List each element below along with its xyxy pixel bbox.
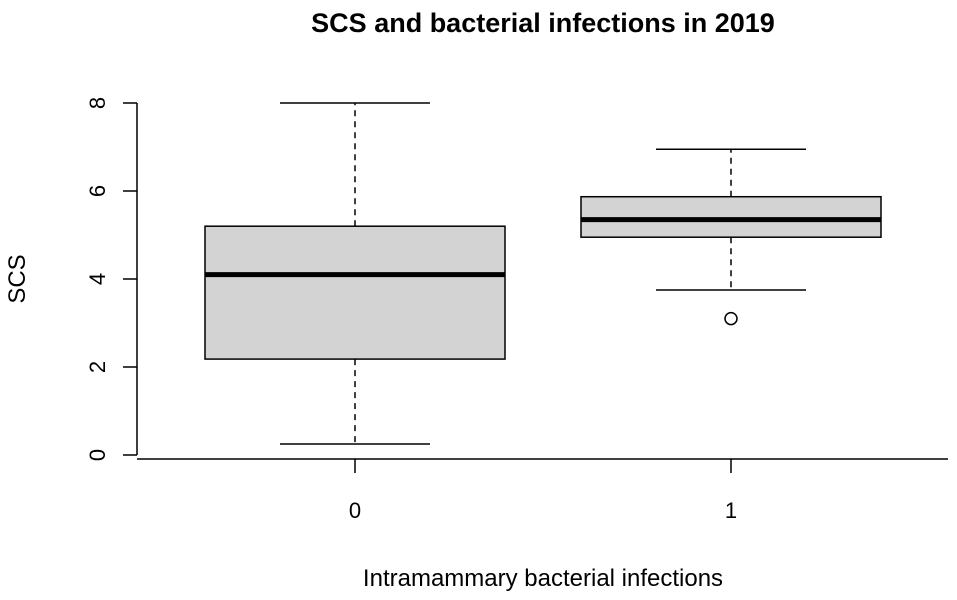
- y-tick-label: 6: [85, 185, 110, 197]
- y-axis: 0 2 4 6 8: [85, 97, 138, 461]
- box-iqr: [580, 195, 882, 238]
- x-axis-label: Intramammary bacterial infections: [363, 565, 723, 592]
- y-axis-label: SCS: [4, 254, 31, 303]
- box-group-0: [204, 102, 506, 445]
- chart-title: SCS and bacterial infections in 2019: [311, 8, 775, 38]
- x-tick-label: 0: [349, 498, 361, 523]
- plot-area: [204, 102, 882, 445]
- x-tick-label: 1: [725, 498, 737, 523]
- outlier-point: [724, 311, 738, 326]
- y-tick-label: 2: [85, 361, 110, 373]
- y-tick-label: 0: [85, 449, 110, 461]
- y-tick-label: 8: [85, 97, 110, 109]
- y-tick-label: 4: [85, 273, 110, 285]
- box-iqr: [204, 225, 506, 360]
- box-group-1: [580, 148, 882, 326]
